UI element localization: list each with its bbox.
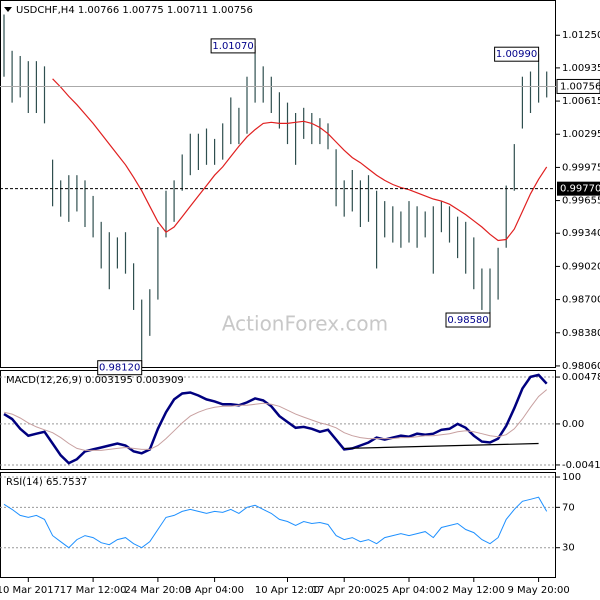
menu-arrow (4, 7, 12, 12)
annotation-box (97, 360, 143, 376)
panel-title: USDCHF,H4 1.00766 1.00775 1.00711 1.0075… (16, 5, 253, 16)
y-tick-label: 30 (562, 543, 575, 554)
y-tick-label: 0.99340 (562, 228, 600, 239)
price-frame (0, 0, 556, 368)
y-tick-label: 0.98380 (562, 328, 600, 339)
y-tick-label: 70 (562, 502, 575, 513)
indicator-line (3, 373, 548, 465)
y-tick-label: 1.00935 (562, 63, 600, 74)
annotation-box (445, 312, 491, 328)
x-tick-label: 17 Mar 12:00 (60, 585, 127, 596)
moving-average (52, 78, 548, 242)
annotation-label: 0.98120 (99, 363, 140, 374)
y-tick-label: 0.00478 (562, 372, 600, 383)
x-tick-label: 10 Apr 12:00 (255, 585, 320, 596)
last-price-label: 1.00756 (560, 81, 600, 92)
annotation-box (494, 46, 540, 62)
rsi-frame (0, 472, 556, 578)
x-tick-label: 25 Apr 04:00 (376, 585, 441, 596)
annotation-label: 1.00990 (496, 49, 537, 60)
x-tick-label: 2 May 12:00 (443, 585, 505, 596)
y-tick-label: 0.99975 (562, 162, 600, 173)
annotation-label: 1.01070 (212, 41, 253, 52)
trendline (344, 442, 539, 450)
hline-label: 0.99770 (560, 184, 600, 195)
y-tick-label: 0.99020 (562, 261, 600, 272)
hline-label-box (557, 181, 600, 196)
y-tick-label: 0.99655 (562, 196, 600, 207)
indicator-line (3, 496, 548, 549)
indicator-line (3, 389, 548, 451)
x-tick-label: 3 Apr 04:00 (185, 585, 244, 596)
last-price-box (556, 78, 600, 94)
y-tick-label: 1.00615 (562, 96, 600, 107)
y-tick-label: -0.004185 (562, 460, 600, 471)
x-tick-label: 10 Mar 2017 (0, 585, 60, 596)
annotation-box (210, 38, 256, 54)
panel-title: RSI(14) 65.7537 (6, 477, 87, 488)
x-tick-label: 24 Mar 20:00 (125, 585, 192, 596)
y-tick-label: 1.01250 (562, 30, 600, 41)
y-tick-label: 0.00 (562, 419, 584, 430)
y-tick-label: 1.00295 (562, 129, 600, 140)
x-tick-label: 9 May 20:00 (507, 585, 569, 596)
panel-title: MACD(12,26,9) 0.003195 0.003909 (6, 375, 184, 386)
y-tick-label: 0.98060 (562, 361, 600, 372)
y-tick-label: 100 (562, 472, 581, 483)
watermark: ActionForex.com (222, 312, 388, 336)
annotation-label: 0.98580 (447, 315, 488, 326)
x-tick-label: 17 Apr 20:00 (312, 585, 377, 596)
y-tick-label: 0.98700 (562, 295, 600, 306)
macd-frame (0, 370, 556, 470)
